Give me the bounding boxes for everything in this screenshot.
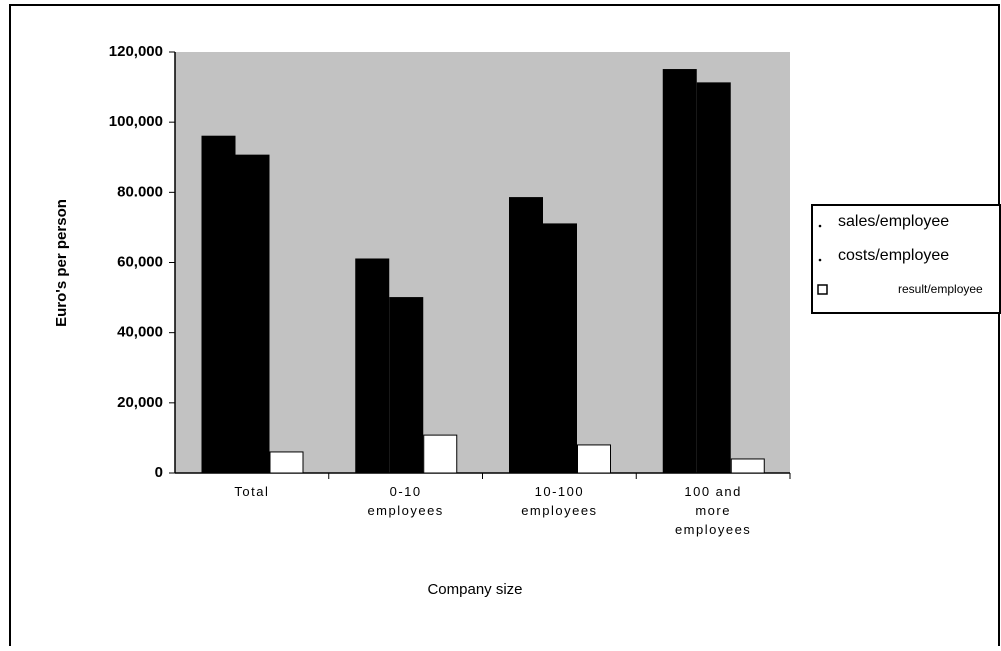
legend-marker: [818, 258, 822, 262]
x-tick-label: 100 and more employees: [675, 484, 751, 537]
x-tick-label: 0-10 employees: [367, 484, 443, 518]
bar: [201, 135, 236, 474]
x-axis-label: Company size: [427, 581, 522, 598]
y-tick-label: 0: [155, 464, 163, 481]
bar: [235, 154, 270, 474]
x-tick-label: 10-100 employees: [521, 484, 597, 518]
legend-label: sales/employee: [838, 213, 949, 230]
bar: [269, 451, 304, 474]
bar: [389, 297, 424, 474]
bar: [662, 69, 697, 474]
x-tick-label: Total: [234, 484, 269, 499]
bar: [730, 458, 765, 474]
bar: [509, 197, 543, 474]
y-tick-label: 20,000: [117, 394, 163, 411]
legend-marker: [818, 224, 822, 228]
bar: [423, 434, 458, 474]
y-tick-label: 80.000: [117, 183, 163, 200]
legend-label: result/employee: [898, 282, 983, 296]
y-tick-label: 100,000: [109, 113, 163, 130]
y-tick-label: 40,000: [117, 324, 163, 341]
y-tick-label: 60,000: [117, 253, 163, 270]
legend-marker: [817, 284, 828, 295]
bar: [355, 258, 390, 474]
bar: [696, 82, 731, 474]
legend-box: [811, 204, 1001, 314]
y-tick-label: 120,000: [109, 43, 163, 60]
bar: [577, 444, 611, 474]
bar: [543, 223, 577, 474]
legend-label: costs/employee: [838, 247, 949, 264]
y-axis-label: Euro's per person: [53, 199, 70, 327]
